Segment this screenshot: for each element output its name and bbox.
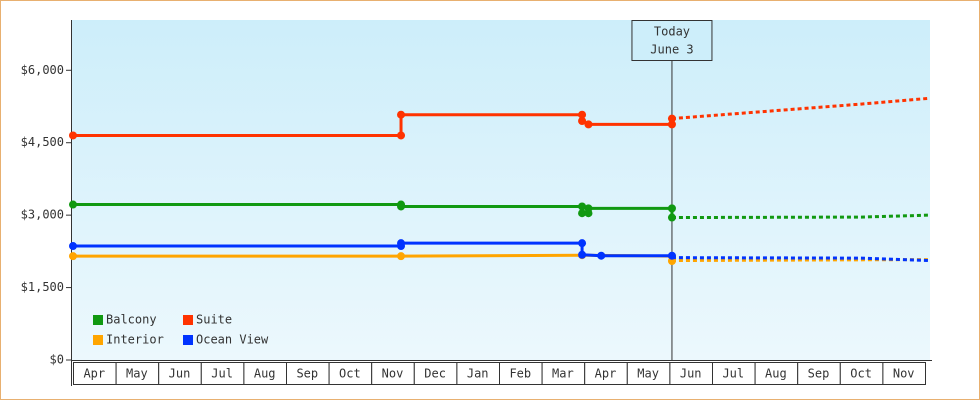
today-box: [631, 20, 713, 61]
price-point: [578, 110, 587, 119]
y-tick-label: $4,500: [21, 135, 64, 149]
price-point: [397, 202, 406, 211]
price-point: [397, 131, 406, 140]
x-tick-label: May: [637, 367, 659, 381]
legend-swatch: [93, 335, 103, 345]
today-label: Today: [654, 25, 690, 39]
forecast-line: [671, 213, 930, 220]
price-point: [69, 252, 77, 261]
y-tick-label: $0: [50, 353, 64, 367]
x-tick-label: Nov: [893, 367, 915, 381]
legend-label: Suite: [196, 313, 232, 327]
price-point: [397, 252, 406, 261]
x-tick-label: Sep: [808, 367, 830, 381]
x-tick-label: Jan: [467, 367, 489, 381]
price-point: [578, 239, 587, 248]
price-point: [397, 239, 406, 248]
y-tick-label: $3,000: [21, 208, 64, 222]
legend-swatch: [183, 315, 193, 325]
x-tick-label: Dec: [424, 367, 446, 381]
forecast-line: [671, 258, 930, 263]
x-tick-label: Jul: [722, 367, 744, 381]
price-point: [667, 120, 676, 129]
x-tick-label: May: [126, 367, 148, 381]
x-tick-label: Nov: [382, 367, 404, 381]
x-tick-label: Jun: [169, 367, 191, 381]
x-tick-label: Jul: [211, 367, 233, 381]
x-tick-label: Aug: [254, 367, 276, 381]
price-point: [667, 114, 676, 123]
x-tick-label: Sep: [296, 367, 318, 381]
x-tick-label: Aug: [765, 367, 787, 381]
plot-area: [72, 20, 930, 360]
x-tick-label: Feb: [509, 367, 531, 381]
today-label: June 3: [650, 43, 693, 57]
legend-swatch: [93, 315, 103, 325]
price-point: [667, 251, 676, 260]
legend-label: Ocean View: [196, 333, 269, 347]
forecast-line: [671, 256, 930, 263]
legend-swatch: [183, 335, 193, 345]
price-point: [69, 131, 77, 140]
x-tick-label: Mar: [552, 367, 574, 381]
price-point: [578, 202, 587, 211]
legend-label: Balcony: [106, 313, 157, 327]
y-tick-label: $6,000: [21, 63, 64, 77]
x-tick-label: Apr: [83, 367, 105, 381]
price-point: [597, 251, 606, 260]
price-point: [667, 204, 676, 213]
x-tick-label: Oct: [850, 367, 872, 381]
y-tick-label: $1,500: [21, 280, 64, 294]
forecast-line: [671, 96, 930, 121]
x-tick-label: Oct: [339, 367, 361, 381]
price-point: [578, 209, 587, 218]
price-point: [667, 213, 676, 222]
price-point: [69, 242, 77, 251]
price-point: [69, 200, 77, 209]
x-tick-label: Apr: [595, 367, 617, 381]
price-point: [584, 120, 593, 129]
x-tick-label: Jun: [680, 367, 702, 381]
price-point: [578, 250, 587, 259]
month-box: [882, 362, 927, 385]
price-point: [578, 116, 587, 125]
price-point: [397, 110, 406, 119]
price-point: [584, 204, 593, 213]
legend-label: Interior: [106, 333, 164, 347]
